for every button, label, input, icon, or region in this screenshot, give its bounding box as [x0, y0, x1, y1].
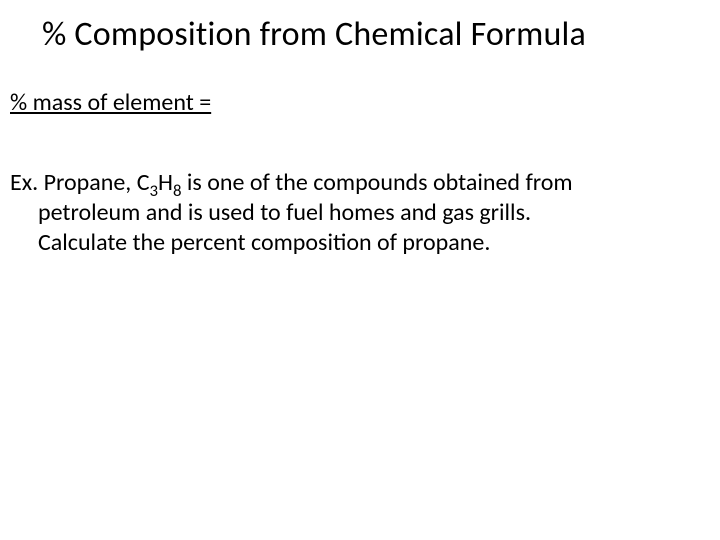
slide-title: % Composition from Chemical Formula	[42, 14, 700, 55]
example-line3: Calculate the percent composition of pro…	[10, 228, 690, 258]
example-after-formula: is one of the compounds obtained from	[181, 168, 572, 197]
formula-h: H	[158, 168, 173, 197]
example-prefix: Ex. Propane, C	[10, 168, 150, 197]
formula-label: % mass of element =	[10, 88, 211, 117]
example-line2: petroleum and is used to fuel homes and …	[10, 198, 690, 228]
slide: % Composition from Chemical Formula % ma…	[0, 0, 720, 540]
example-text: Ex. Propane, C3H8 is one of the compound…	[10, 168, 690, 258]
